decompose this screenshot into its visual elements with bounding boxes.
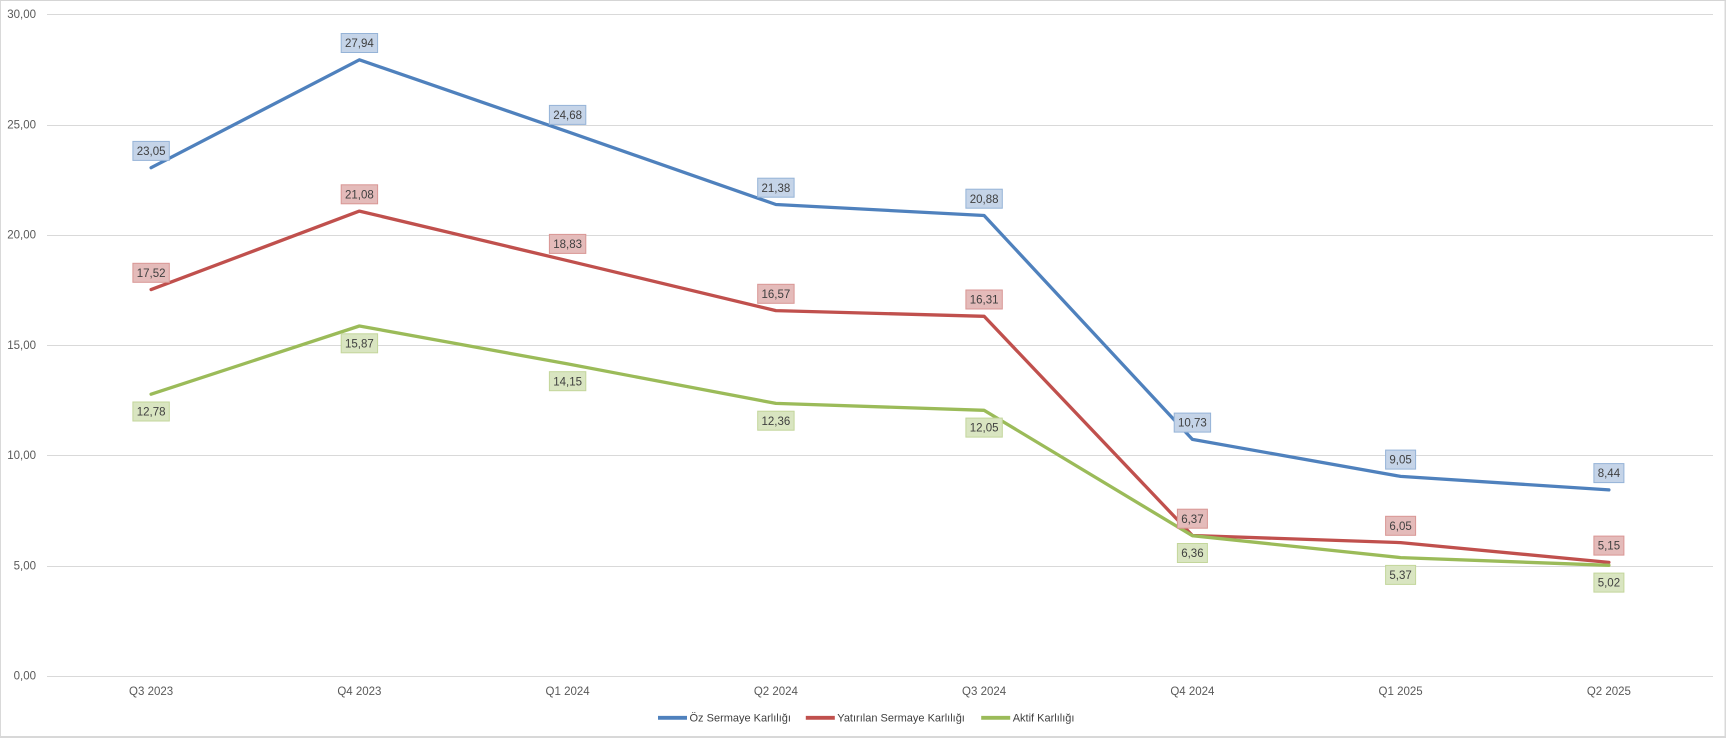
svg-text:14,15: 14,15 (553, 376, 582, 388)
svg-text:23,05: 23,05 (137, 146, 166, 158)
svg-text:6,37: 6,37 (1181, 514, 1203, 526)
svg-text:16,57: 16,57 (762, 289, 791, 301)
svg-text:Q3 2023: Q3 2023 (129, 686, 173, 698)
svg-text:5,02: 5,02 (1598, 578, 1620, 590)
svg-text:30,00: 30,00 (7, 9, 36, 21)
svg-text:20,88: 20,88 (970, 194, 999, 206)
svg-text:5,37: 5,37 (1389, 570, 1411, 582)
svg-text:15,87: 15,87 (345, 338, 374, 350)
svg-text:17,52: 17,52 (137, 268, 166, 280)
svg-text:Q4 2024: Q4 2024 (1170, 686, 1215, 698)
svg-text:Q2 2024: Q2 2024 (754, 686, 799, 698)
svg-text:15,00: 15,00 (7, 340, 36, 352)
svg-text:5,00: 5,00 (14, 560, 36, 572)
svg-text:12,05: 12,05 (970, 423, 999, 435)
svg-text:9,05: 9,05 (1389, 455, 1411, 467)
svg-text:10,00: 10,00 (7, 450, 36, 462)
svg-text:12,78: 12,78 (137, 407, 166, 419)
svg-text:27,94: 27,94 (345, 38, 374, 50)
svg-text:20,00: 20,00 (7, 230, 36, 242)
svg-text:8,44: 8,44 (1598, 468, 1621, 480)
svg-text:12,36: 12,36 (762, 416, 791, 428)
svg-text:10,73: 10,73 (1178, 418, 1207, 430)
svg-text:Aktif Karlılığı: Aktif Karlılığı (1013, 713, 1075, 725)
svg-text:Q2 2025: Q2 2025 (1587, 686, 1631, 698)
svg-text:16,31: 16,31 (970, 295, 999, 307)
svg-text:0,00: 0,00 (14, 671, 36, 683)
svg-text:Q1 2025: Q1 2025 (1379, 686, 1423, 698)
svg-text:Öz Sermaye Karlılığı: Öz Sermaye Karlılığı (690, 713, 791, 725)
svg-text:18,83: 18,83 (553, 239, 582, 251)
svg-text:21,08: 21,08 (345, 189, 374, 201)
svg-text:5,15: 5,15 (1598, 541, 1620, 553)
svg-text:Q4 2023: Q4 2023 (337, 686, 381, 698)
svg-text:21,38: 21,38 (762, 183, 791, 195)
svg-text:24,68: 24,68 (553, 110, 582, 122)
svg-text:6,05: 6,05 (1389, 521, 1411, 533)
svg-text:Q3 2024: Q3 2024 (962, 686, 1007, 698)
svg-text:25,00: 25,00 (7, 119, 36, 131)
svg-text:Q1 2024: Q1 2024 (546, 686, 591, 698)
svg-text:Yatırılan Sermaye Karlılığı: Yatırılan Sermaye Karlılığı (837, 713, 965, 725)
svg-text:6,36: 6,36 (1181, 548, 1203, 560)
